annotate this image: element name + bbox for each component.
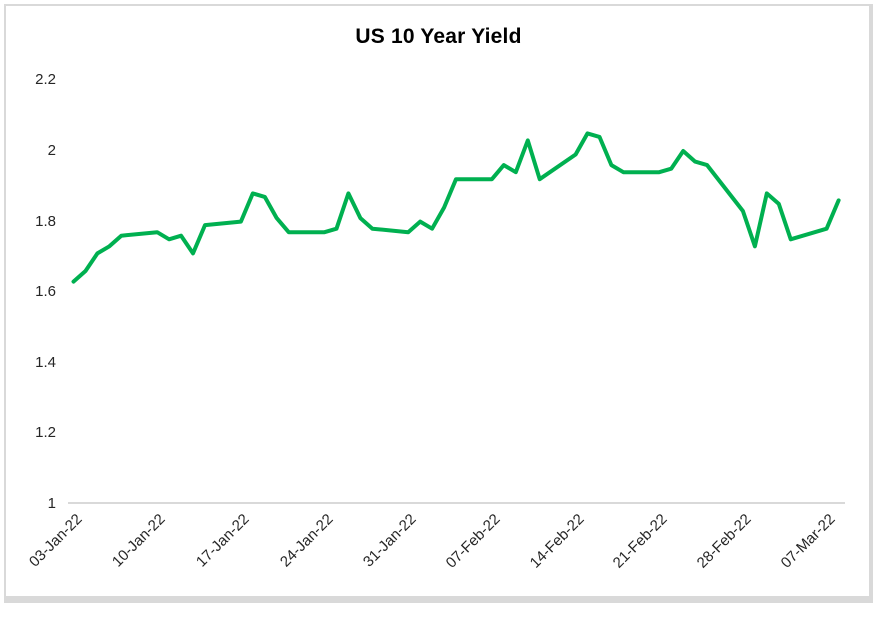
- x-axis-labels: 03-Jan-22 10-Jan-22 17-Jan-22 24-Jan-22 31-J…: [25, 511, 838, 572]
- y-tick-label: 1: [47, 495, 56, 512]
- y-tick-label: 2: [47, 142, 56, 159]
- y-tick-label: 1.6: [35, 283, 56, 301]
- chart-title: US 10 Year Yield: [355, 25, 522, 48]
- y-tick-label: 1.4: [35, 353, 56, 371]
- y-tick-label: 1.8: [35, 212, 56, 230]
- y-tick-label: 1.2: [35, 424, 56, 442]
- y-tick-label: 2.2: [35, 71, 56, 89]
- y-axis-labels: 2.2 2 1.8 1.6 1.4 1.2 1: [0, 0, 56, 603]
